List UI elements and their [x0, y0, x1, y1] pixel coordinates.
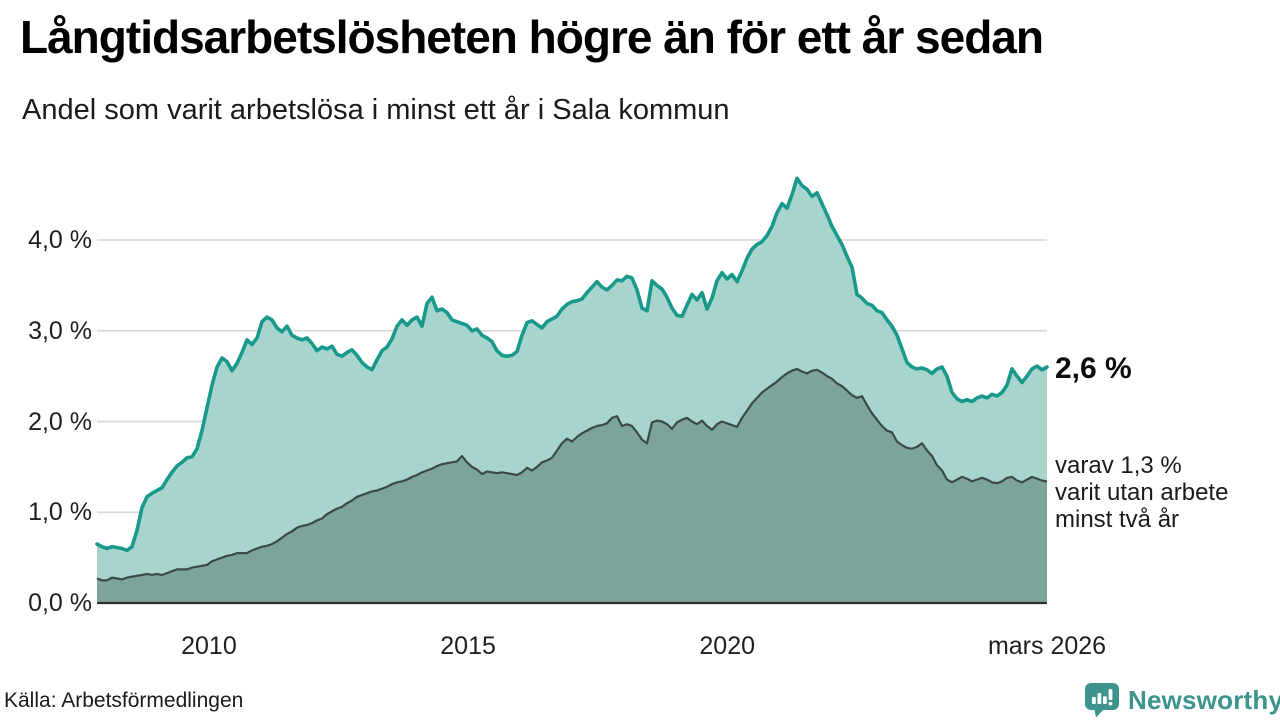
x-axis-tick-label: mars 2026 [987, 632, 1107, 660]
annotation-line-2: varit utan arbete [1055, 479, 1229, 506]
annotation-line-3: minst två år [1055, 506, 1180, 533]
two-year-area [97, 368, 1047, 603]
x-axis-tick-label: 2020 [699, 632, 756, 660]
annotation-line-1: varav 1,3 % [1055, 452, 1182, 479]
newsworthy-wordmark: Newsworthy [1128, 684, 1280, 715]
x-axis-tick-label: 2015 [440, 632, 496, 660]
x-axis-tick-label: 2010 [181, 632, 237, 660]
total-series-end-value-label: 2,6 % [1055, 352, 1132, 385]
total-line [95, 176, 1049, 553]
newsworthy-logo-icon [1085, 683, 1119, 718]
newsworthy-brand: Newsworthy [1084, 682, 1280, 718]
y-axis-tick-label: 1,0 % [28, 498, 92, 527]
page-title: Långtidsarbetslösheten högre än för ett … [20, 11, 1044, 63]
two-year-series-annotation: varav 1,3 % varit utan arbete minst två … [1055, 452, 1228, 533]
y-axis-tick-label: 0,0 % [28, 589, 92, 617]
y-axis-tick-label: 4,0 % [28, 226, 92, 254]
source-credit: Källa: Arbetsförmedlingen [4, 689, 244, 712]
two-year-line [96, 367, 1048, 582]
y-axis-tick-label: 2,0 % [28, 407, 92, 436]
page-subtitle: Andel som varit arbetslösa i minst ett å… [22, 94, 730, 126]
y-axis-tick-label: 3,0 % [28, 316, 92, 345]
